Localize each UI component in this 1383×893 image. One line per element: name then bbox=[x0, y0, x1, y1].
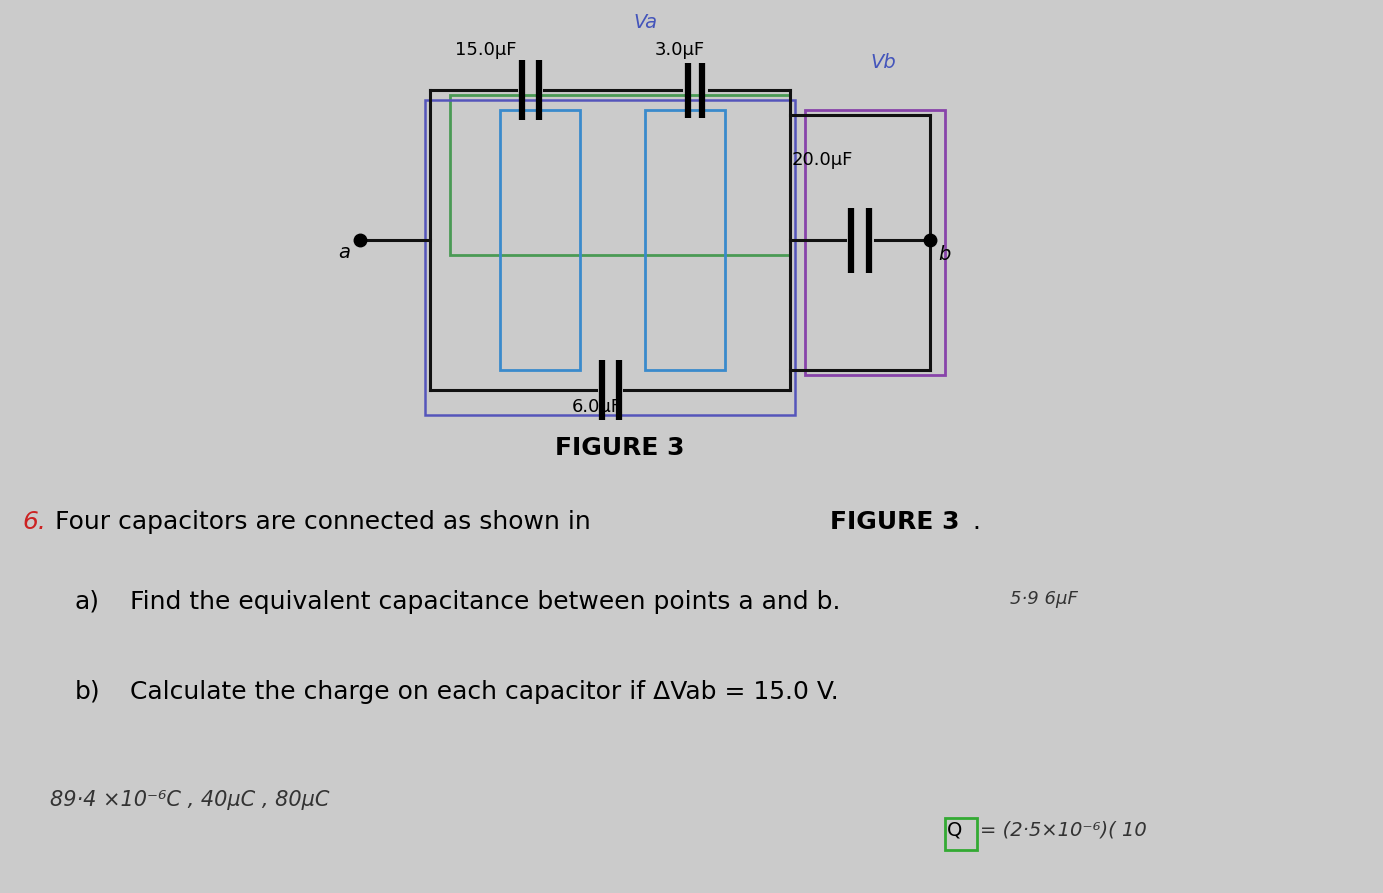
Text: Vb: Vb bbox=[870, 53, 896, 72]
Text: 15.0μF: 15.0μF bbox=[455, 41, 516, 59]
Text: Va: Va bbox=[633, 13, 657, 32]
Text: a): a) bbox=[75, 590, 100, 614]
Bar bbox=[425, 100, 795, 415]
Text: FIGURE 3: FIGURE 3 bbox=[555, 436, 685, 460]
Text: 20.0μF: 20.0μF bbox=[792, 151, 853, 169]
Bar bbox=[501, 110, 579, 370]
Bar bbox=[805, 110, 945, 375]
Text: Calculate the charge on each capacitor if ΔVab = 15.0 V.: Calculate the charge on each capacitor i… bbox=[130, 680, 838, 704]
Text: Q: Q bbox=[947, 820, 963, 839]
Text: FIGURE 3: FIGURE 3 bbox=[830, 510, 960, 534]
Text: Find the equivalent capacitance between points a and b.: Find the equivalent capacitance between … bbox=[130, 590, 841, 614]
Text: Four capacitors are connected as shown in: Four capacitors are connected as shown i… bbox=[55, 510, 599, 534]
Bar bbox=[945, 818, 976, 850]
Text: 89·4 ×10⁻⁶C , 40μC , 80μC: 89·4 ×10⁻⁶C , 40μC , 80μC bbox=[50, 790, 329, 810]
Text: 3.0μF: 3.0μF bbox=[656, 41, 705, 59]
Text: 6.0μF: 6.0μF bbox=[573, 398, 622, 416]
Text: b: b bbox=[938, 245, 950, 264]
Text: a: a bbox=[337, 243, 350, 262]
Text: b): b) bbox=[75, 680, 101, 704]
Text: = (2·5×10⁻⁶)( 10: = (2·5×10⁻⁶)( 10 bbox=[981, 820, 1147, 839]
Text: 6.: 6. bbox=[22, 510, 46, 534]
Text: 5·9 6μF: 5·9 6μF bbox=[1010, 590, 1077, 608]
Bar bbox=[449, 95, 790, 255]
Text: .: . bbox=[972, 510, 981, 534]
Bar bbox=[644, 110, 725, 370]
